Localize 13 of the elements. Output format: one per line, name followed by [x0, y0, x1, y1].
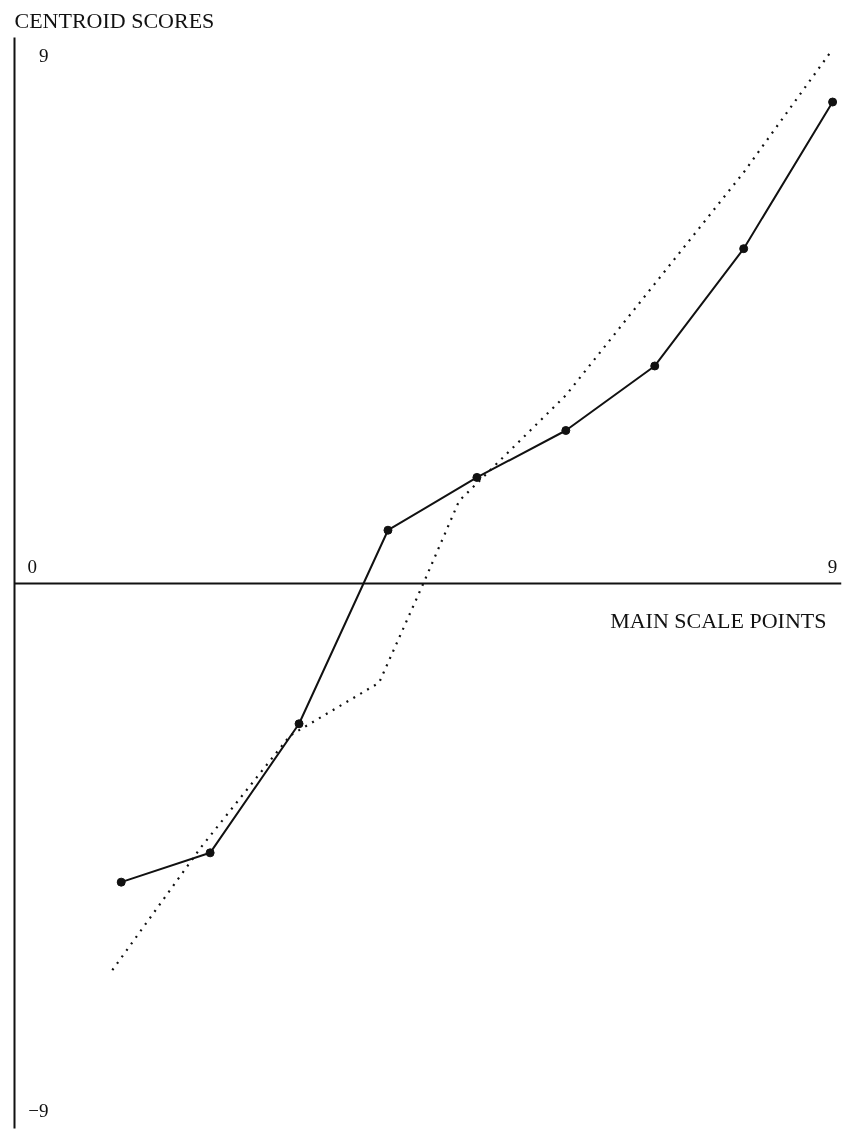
point: [116, 877, 126, 887]
point: [561, 426, 571, 435]
point: [294, 719, 304, 729]
x-tick-label: 0: [27, 556, 38, 577]
y-axis-title: CENTROID SCORES: [14, 7, 215, 33]
point: [650, 361, 660, 371]
point: [739, 244, 749, 254]
point: [383, 525, 393, 535]
y-tick-label: −9: [28, 1100, 49, 1122]
point: [472, 472, 482, 482]
x-axis-title: MAIN SCALE POINTS: [610, 608, 827, 633]
point: [205, 848, 215, 858]
point: [828, 97, 838, 107]
